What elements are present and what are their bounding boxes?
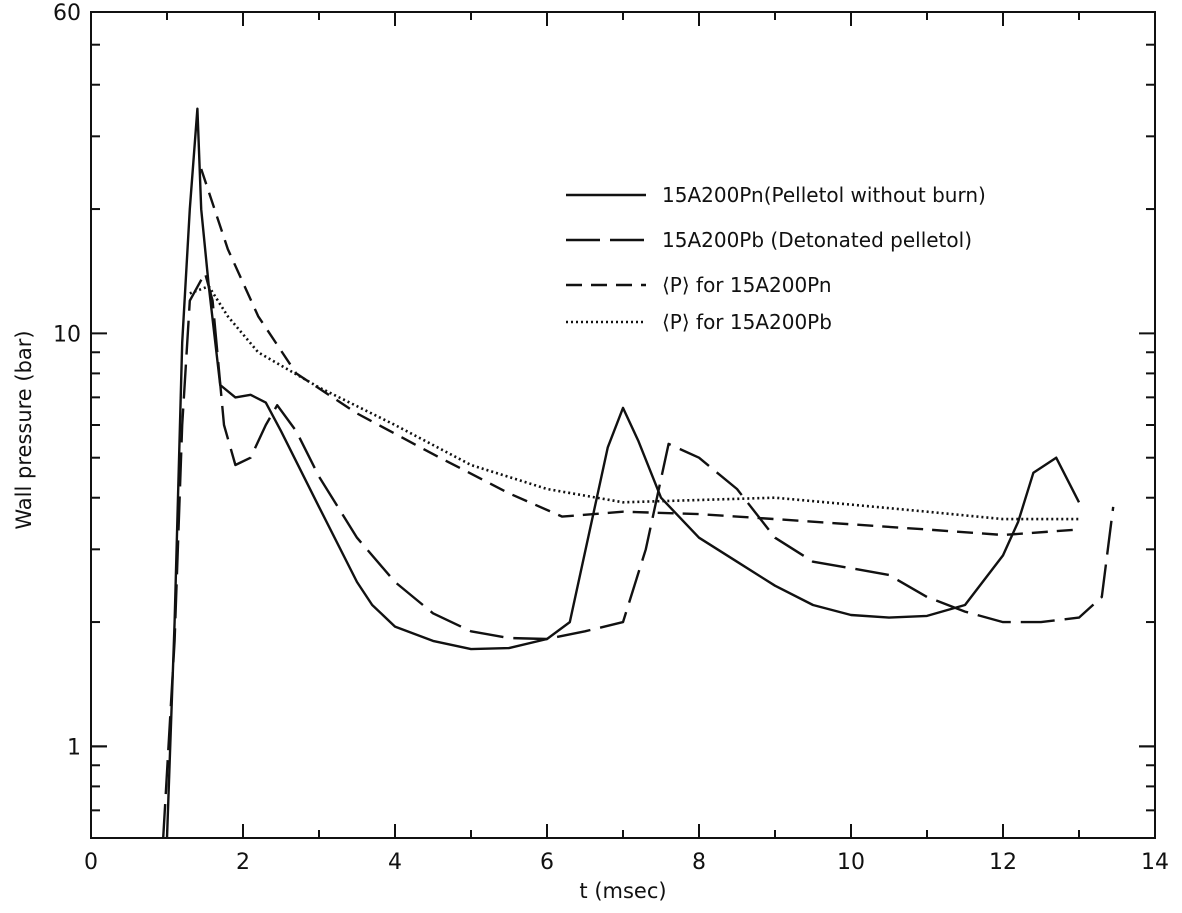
series-line-1 bbox=[165, 107, 1081, 839]
x-tick-label: 12 bbox=[989, 850, 1017, 875]
x-tick-label: 6 bbox=[540, 850, 554, 875]
x-tick-label: 8 bbox=[692, 850, 706, 875]
x-axis-title: t (msec) bbox=[579, 879, 666, 903]
x-tick-label: 14 bbox=[1141, 850, 1169, 875]
legend-label-2: 15A200Pb (Detonated pelletol) bbox=[662, 228, 972, 252]
legend-label-3: ⟨P⟩ for 15A200Pn bbox=[662, 273, 832, 297]
x-axis-ticks: 0 2 4 6 8 10 12 14 bbox=[84, 12, 1169, 875]
series-line-2 bbox=[162, 271, 1115, 839]
legend-label-1: 15A200Pn(Pelletol without burn) bbox=[662, 183, 986, 207]
series-layer bbox=[162, 107, 1115, 839]
legend-label-4: ⟨P⟩ for 15A200Pb bbox=[662, 310, 832, 334]
legend: 15A200Pn(Pelletol without burn) 15A200Pb … bbox=[566, 183, 986, 334]
series-line-4 bbox=[189, 285, 1079, 521]
x-tick-label: 4 bbox=[388, 850, 402, 875]
plot-frame bbox=[90, 11, 1156, 839]
x-tick-label: 10 bbox=[837, 850, 865, 875]
y-tick-label: 1 bbox=[67, 735, 81, 760]
y-axis-title: Wall pressure (bar) bbox=[12, 330, 36, 529]
x-tick-label: 2 bbox=[236, 850, 250, 875]
x-tick-label: 0 bbox=[84, 850, 98, 875]
y-tick-label: 60 bbox=[53, 1, 81, 26]
y-tick-label: 10 bbox=[53, 322, 81, 347]
y-axis-ticks: 1 10 60 bbox=[53, 1, 1155, 839]
series-line-3 bbox=[200, 168, 1080, 537]
